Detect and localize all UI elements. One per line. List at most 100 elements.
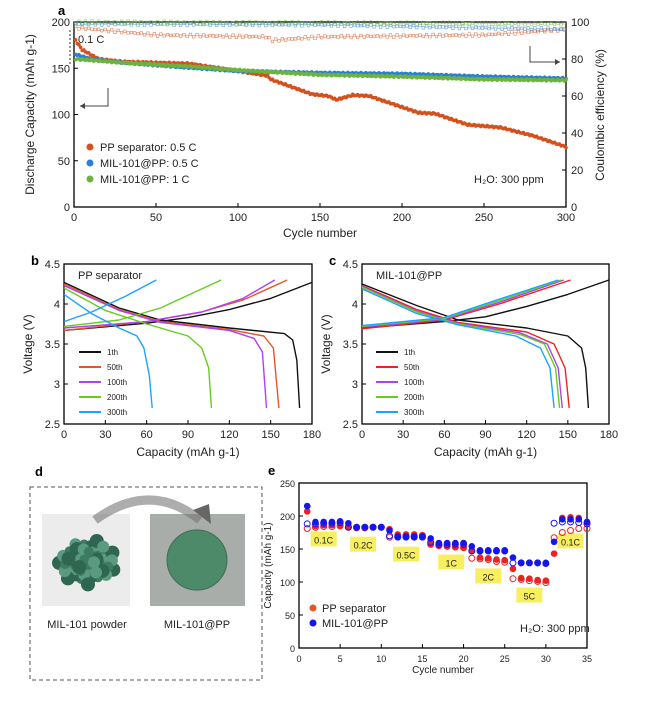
x-tick-label: 150 (559, 429, 577, 441)
ce-point (310, 21, 314, 25)
ce-point (329, 24, 334, 28)
ce-point (428, 21, 432, 25)
ce-point (283, 38, 288, 42)
ce-point (533, 21, 537, 25)
powder-granule (97, 540, 110, 553)
filled-point (542, 559, 550, 567)
ce-point (382, 33, 386, 37)
y2-axis-label: Coulombic efficiency (%) (593, 49, 607, 181)
ce-point (428, 35, 432, 39)
ce-point (313, 23, 317, 27)
ce-point (316, 22, 320, 26)
ce-point (185, 20, 189, 25)
ce-point (123, 21, 127, 25)
x-tick-label: 120 (220, 429, 238, 441)
ce-point (110, 28, 114, 32)
ce-point (192, 23, 196, 27)
ce-point (175, 21, 179, 25)
open-point (303, 520, 311, 528)
ce-point (562, 21, 566, 25)
charge-curve-1th (361, 279, 610, 329)
ce-point (451, 26, 455, 30)
ce-point (139, 31, 143, 35)
legend-label: 300th (404, 408, 424, 417)
ce-point (270, 20, 275, 24)
ce-point (447, 20, 452, 24)
ce-point (467, 32, 471, 36)
ce-point (552, 22, 557, 27)
ce-point (228, 35, 232, 39)
ce-point (379, 22, 383, 26)
ce-point (169, 19, 173, 23)
x-tick-label: 180 (600, 429, 618, 441)
ce-point (277, 23, 281, 27)
ce-point (77, 19, 81, 23)
y2-tick-label: 60 (571, 91, 583, 103)
ce-point (464, 26, 468, 31)
ce-point (146, 20, 150, 24)
ce-point (77, 27, 81, 31)
ce-point (362, 20, 366, 24)
ce-point (90, 27, 94, 31)
ce-point (264, 21, 268, 25)
rate-label: 0.2C (350, 536, 377, 552)
capacity-point (78, 45, 83, 50)
y-tick-label: 0 (64, 202, 70, 214)
discharge-curve-200th (361, 286, 561, 409)
powder-granule (87, 556, 100, 569)
discharge-curve-300th (63, 293, 153, 409)
ce-point (352, 22, 357, 26)
condition-annotation: H₂O: 300 ppm (474, 174, 544, 186)
ce-point (179, 34, 183, 38)
ce-point (152, 21, 156, 26)
ce-point (451, 22, 455, 27)
ce-point (536, 30, 540, 34)
ce-point (349, 35, 353, 40)
ce-point (487, 27, 491, 31)
ce-point (274, 22, 278, 26)
ce-point (162, 34, 166, 38)
ce-point (238, 22, 242, 26)
x-tick-label: 0 (71, 212, 77, 224)
ce-point (87, 21, 91, 25)
ce-point (510, 26, 514, 30)
ce-point (559, 27, 563, 32)
ce-point (116, 22, 120, 26)
ce-point (369, 20, 373, 24)
ce-point (228, 20, 232, 25)
ce-point (379, 25, 383, 29)
y-tick-label: 50 (58, 156, 70, 168)
ce-point (106, 29, 111, 34)
ce-point (536, 28, 540, 32)
ce-point (398, 20, 402, 24)
ce-point (185, 23, 189, 27)
ce-point (490, 25, 494, 29)
ce-point (372, 34, 376, 38)
ce-point (388, 21, 393, 26)
panel-label-e: e (268, 463, 275, 478)
ce-point (303, 35, 307, 39)
ce-point (388, 33, 393, 37)
filled-point (517, 559, 525, 567)
y-axis-label: Discharge Capacity (mAh g-1) (23, 34, 37, 195)
ce-point (136, 32, 140, 36)
ce-point (244, 34, 248, 38)
y-tick-label: 2.5 (45, 419, 60, 431)
ce-point (179, 21, 183, 25)
ce-point (474, 25, 478, 29)
ce-point (385, 35, 389, 39)
ce-point (113, 22, 117, 27)
ce-point (408, 22, 412, 26)
ce-point (546, 22, 550, 26)
powder-granule (90, 566, 103, 579)
ce-point (454, 20, 458, 25)
ce-point (182, 33, 186, 37)
ce-point (503, 21, 507, 26)
ce-point (93, 23, 97, 27)
ce-point (559, 23, 563, 27)
ce-point (267, 21, 271, 25)
ce-point (470, 21, 475, 25)
ce-point (457, 22, 462, 26)
ce-point (523, 23, 527, 27)
y-tick-label: 200 (280, 512, 295, 522)
